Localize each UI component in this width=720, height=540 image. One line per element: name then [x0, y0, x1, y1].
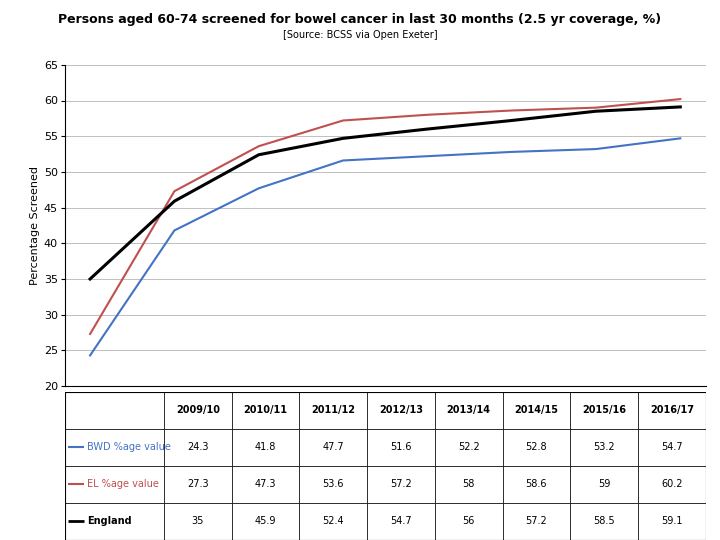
- Text: 52.4: 52.4: [323, 516, 344, 526]
- Bar: [435, 465, 503, 503]
- Text: 58: 58: [462, 480, 475, 489]
- Bar: [232, 465, 300, 503]
- Bar: [503, 429, 570, 465]
- Text: 57.2: 57.2: [526, 516, 547, 526]
- Text: 35: 35: [192, 516, 204, 526]
- Bar: [65, 429, 164, 465]
- Text: Persons aged 60-74 screened for bowel cancer in last 30 months (2.5 yr coverage,: Persons aged 60-74 screened for bowel ca…: [58, 14, 662, 26]
- Text: 2013/14: 2013/14: [446, 405, 491, 415]
- Text: 51.6: 51.6: [390, 442, 412, 452]
- Text: 59.1: 59.1: [661, 516, 683, 526]
- Y-axis label: Percentage Screened: Percentage Screened: [30, 166, 40, 285]
- Bar: [164, 429, 232, 465]
- Bar: [638, 429, 706, 465]
- Bar: [65, 392, 164, 429]
- Bar: [570, 503, 638, 540]
- Text: BWD %age value: BWD %age value: [87, 442, 171, 452]
- Bar: [570, 429, 638, 465]
- Text: 57.2: 57.2: [390, 480, 412, 489]
- Bar: [164, 465, 232, 503]
- Text: 2011/12: 2011/12: [311, 405, 356, 415]
- Bar: [435, 503, 503, 540]
- Bar: [367, 429, 435, 465]
- Bar: [232, 503, 300, 540]
- Text: 53.6: 53.6: [323, 480, 344, 489]
- Text: 52.8: 52.8: [526, 442, 547, 452]
- Text: 58.5: 58.5: [593, 516, 615, 526]
- Bar: [367, 465, 435, 503]
- Bar: [638, 392, 706, 429]
- Text: 47.3: 47.3: [255, 480, 276, 489]
- Text: 54.7: 54.7: [390, 516, 412, 526]
- Text: 2009/10: 2009/10: [176, 405, 220, 415]
- Bar: [638, 503, 706, 540]
- Text: England: England: [87, 516, 132, 526]
- Text: 27.3: 27.3: [187, 480, 209, 489]
- Text: 59: 59: [598, 480, 611, 489]
- Bar: [570, 465, 638, 503]
- Text: 41.8: 41.8: [255, 442, 276, 452]
- Text: 2012/13: 2012/13: [379, 405, 423, 415]
- Bar: [503, 503, 570, 540]
- Text: 24.3: 24.3: [187, 442, 209, 452]
- Text: 2015/16: 2015/16: [582, 405, 626, 415]
- Text: 54.7: 54.7: [661, 442, 683, 452]
- Bar: [300, 392, 367, 429]
- Text: EL %age value: EL %age value: [87, 480, 159, 489]
- Bar: [300, 503, 367, 540]
- Text: 60.2: 60.2: [661, 480, 683, 489]
- Text: 45.9: 45.9: [255, 516, 276, 526]
- Bar: [638, 465, 706, 503]
- Text: 2014/15: 2014/15: [514, 405, 559, 415]
- Bar: [300, 465, 367, 503]
- Bar: [367, 503, 435, 540]
- Text: 53.2: 53.2: [593, 442, 615, 452]
- Bar: [435, 392, 503, 429]
- Text: 56: 56: [462, 516, 475, 526]
- Bar: [570, 392, 638, 429]
- Text: 47.7: 47.7: [323, 442, 344, 452]
- Text: [Source: BCSS via Open Exeter]: [Source: BCSS via Open Exeter]: [283, 30, 437, 40]
- Bar: [164, 392, 232, 429]
- Bar: [232, 392, 300, 429]
- Bar: [367, 392, 435, 429]
- Bar: [503, 465, 570, 503]
- Bar: [232, 429, 300, 465]
- Text: 58.6: 58.6: [526, 480, 547, 489]
- Bar: [503, 392, 570, 429]
- Bar: [300, 429, 367, 465]
- Bar: [164, 503, 232, 540]
- Bar: [65, 503, 164, 540]
- Bar: [435, 429, 503, 465]
- Text: 2010/11: 2010/11: [243, 405, 288, 415]
- Text: 52.2: 52.2: [458, 442, 480, 452]
- Bar: [65, 465, 164, 503]
- Text: 2016/17: 2016/17: [649, 405, 694, 415]
